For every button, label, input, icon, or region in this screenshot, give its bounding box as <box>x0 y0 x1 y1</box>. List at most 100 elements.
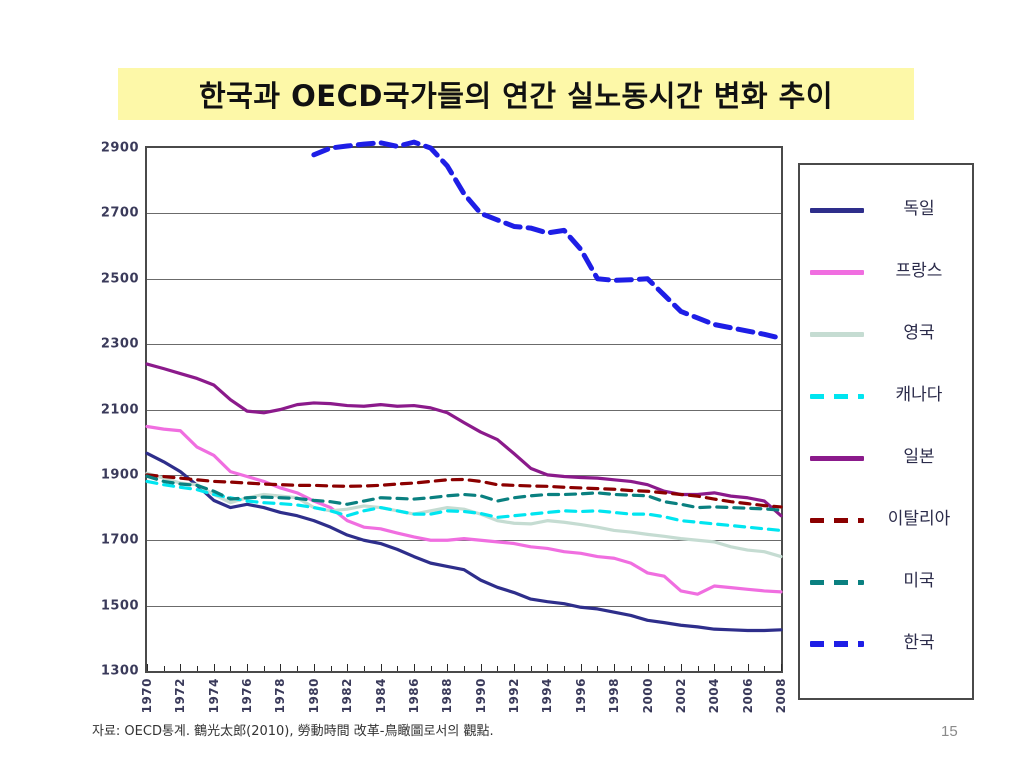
x-axis-tick <box>764 666 766 671</box>
x-axis-tick <box>180 664 182 671</box>
x-axis-tick <box>280 664 282 671</box>
x-axis-tick-label: 1978 <box>273 678 288 714</box>
chart-container: 1300 1500 1700 1900 2100 2300 2500 2700 2900 197… <box>60 139 800 720</box>
x-axis-tick-label: 1986 <box>406 678 421 714</box>
x-axis-tick <box>397 666 399 671</box>
legend-item-label: 독일 <box>903 199 935 220</box>
x-axis-tick-label: 1984 <box>373 678 388 714</box>
x-axis-tick-label: 1974 <box>206 678 221 714</box>
x-axis-tick <box>580 664 582 671</box>
x-axis-tick-label: 1990 <box>473 678 488 714</box>
legend-item[interactable]: 일본 <box>800 427 972 489</box>
y-axis-tick-label: 1300 <box>100 663 139 679</box>
x-axis-tick-label: 1992 <box>507 678 522 714</box>
y-axis-tick-label: 1900 <box>100 467 139 483</box>
x-axis-tick <box>480 664 482 671</box>
legend-item[interactable]: 이탈리아 <box>800 489 972 551</box>
slide-title-bar: 한국과 OECD국가들의 연간 실노동시간 변화 추이 <box>118 68 914 120</box>
x-axis-tick <box>163 666 165 671</box>
plot-area: 1300 1500 1700 1900 2100 2300 2500 2700 2900 197… <box>101 139 788 713</box>
x-axis-tick <box>530 666 532 671</box>
x-axis-tick <box>597 666 599 671</box>
x-axis-tick <box>514 664 516 671</box>
legend-item-label: 일본 <box>903 447 935 468</box>
legend-item[interactable]: 독일 <box>800 179 972 241</box>
y-axis-tick-label: 2500 <box>100 271 139 287</box>
x-axis-tick <box>497 666 499 671</box>
legend-swatch-icon <box>810 455 864 461</box>
x-axis-tick-label: 1970 <box>140 678 154 714</box>
source-note: 자료: OECD통계. 鶴光太郎(2010), 勞動時間 改革-鳥瞰圖로서의 觀… <box>92 724 494 739</box>
x-axis-tick <box>413 664 415 671</box>
legend-swatch-icon <box>810 517 864 523</box>
line-series <box>311 139 784 341</box>
gridline <box>147 540 781 542</box>
y-axis-tick-label: 1700 <box>100 532 139 548</box>
y-axis-tick-label: 2900 <box>100 140 139 156</box>
legend-item[interactable]: 캐나다 <box>800 365 972 427</box>
gridline <box>147 213 781 215</box>
x-axis-tick <box>447 664 449 671</box>
series-lines <box>145 139 784 633</box>
legend-swatch-icon <box>810 207 864 213</box>
x-axis-tick <box>730 666 732 671</box>
x-axis-tick <box>647 664 649 671</box>
line-series <box>145 362 783 518</box>
x-axis-tick <box>380 664 382 671</box>
x-axis-tick <box>714 664 716 671</box>
legend-item-label: 한국 <box>903 633 935 654</box>
x-axis-tick-label: 1976 <box>240 678 255 714</box>
legend-swatch-icon <box>810 331 864 337</box>
x-axis-tick <box>664 666 666 671</box>
gridline <box>147 474 781 476</box>
legend-item-label: 미국 <box>903 571 935 592</box>
x-axis-tick-label: 2004 <box>707 678 722 714</box>
legend-swatch-icon <box>810 393 864 399</box>
legend-item-label: 프랑스 <box>895 261 943 282</box>
legend-item-label: 이탈리아 <box>887 509 951 530</box>
x-axis-tick <box>747 664 749 671</box>
x-axis-tick <box>464 666 465 671</box>
x-axis-tick <box>697 666 699 671</box>
x-axis-tick <box>330 666 332 671</box>
x-axis-tick-label: 2008 <box>774 678 788 714</box>
x-axis-tick-label: 1980 <box>306 678 321 714</box>
line-series <box>145 474 783 512</box>
x-axis-tick <box>230 666 232 671</box>
line-series <box>145 424 783 596</box>
page-number: 15 <box>941 723 958 740</box>
x-axis-tick <box>313 664 315 671</box>
legend-swatch-icon <box>810 641 864 647</box>
x-axis-tick-label: 1972 <box>173 678 188 714</box>
line-series <box>145 479 783 533</box>
x-axis-tick <box>547 664 549 671</box>
legend-swatch-icon <box>810 269 864 275</box>
page-title: 한국과 OECD국가들의 연간 실노동시간 변화 추이 <box>198 79 834 113</box>
line-series <box>145 471 783 559</box>
legend-item[interactable]: 한국 <box>800 613 972 675</box>
gridline <box>147 409 781 411</box>
x-axis-tick-label: 1988 <box>440 678 455 714</box>
line-series <box>145 451 783 633</box>
x-axis-tick-label: 2006 <box>740 678 755 714</box>
x-axis-tick <box>363 666 365 671</box>
x-axis-tick <box>263 666 265 671</box>
legend-item[interactable]: 영국 <box>800 303 972 365</box>
x-axis-tick <box>297 666 299 671</box>
x-axis-tick <box>213 664 215 671</box>
x-axis-tick <box>564 666 566 671</box>
legend-item[interactable]: 프랑스 <box>800 241 972 303</box>
x-axis-tick <box>430 666 432 671</box>
gridline <box>147 278 781 280</box>
x-axis-tick-label: 1994 <box>540 678 555 714</box>
x-axis-tick <box>630 666 632 671</box>
legend-item[interactable]: 미국 <box>800 551 972 613</box>
legend-item-label: 캐나다 <box>895 385 943 406</box>
x-axis-tick-label: 1996 <box>573 678 588 714</box>
y-axis-tick-label: 2100 <box>100 402 139 417</box>
gridline <box>147 344 781 346</box>
legend-item-label: 영국 <box>903 323 935 344</box>
x-axis-tick-label: 2000 <box>640 678 655 714</box>
x-axis-tick-label: 1998 <box>607 678 622 714</box>
